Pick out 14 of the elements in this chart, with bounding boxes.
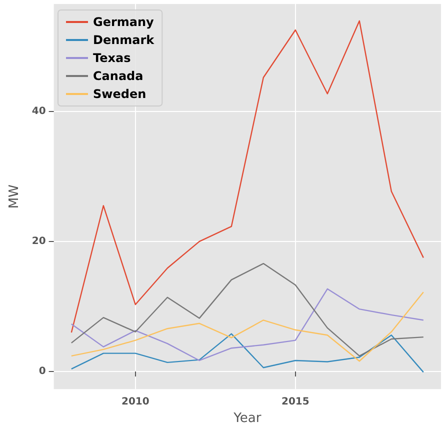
y-axis-title: MW [7, 184, 22, 209]
x-tick-label: 2015 [281, 396, 310, 408]
legend-label: Denmark [93, 33, 156, 47]
line-series [70, 333, 424, 373]
y-tick-label: 0 [38, 366, 46, 378]
line-series [70, 262, 424, 357]
legend-label: Germany [93, 15, 154, 29]
x-tick-label: 2010 [121, 396, 150, 408]
legend-label: Sweden [93, 87, 146, 101]
legend-label: Texas [93, 51, 131, 65]
legend-label: Canada [93, 69, 144, 83]
y-tick-label: 40 [32, 106, 46, 117]
x-axis-title: Year [232, 411, 262, 426]
y-tick-label: 20 [32, 236, 46, 247]
